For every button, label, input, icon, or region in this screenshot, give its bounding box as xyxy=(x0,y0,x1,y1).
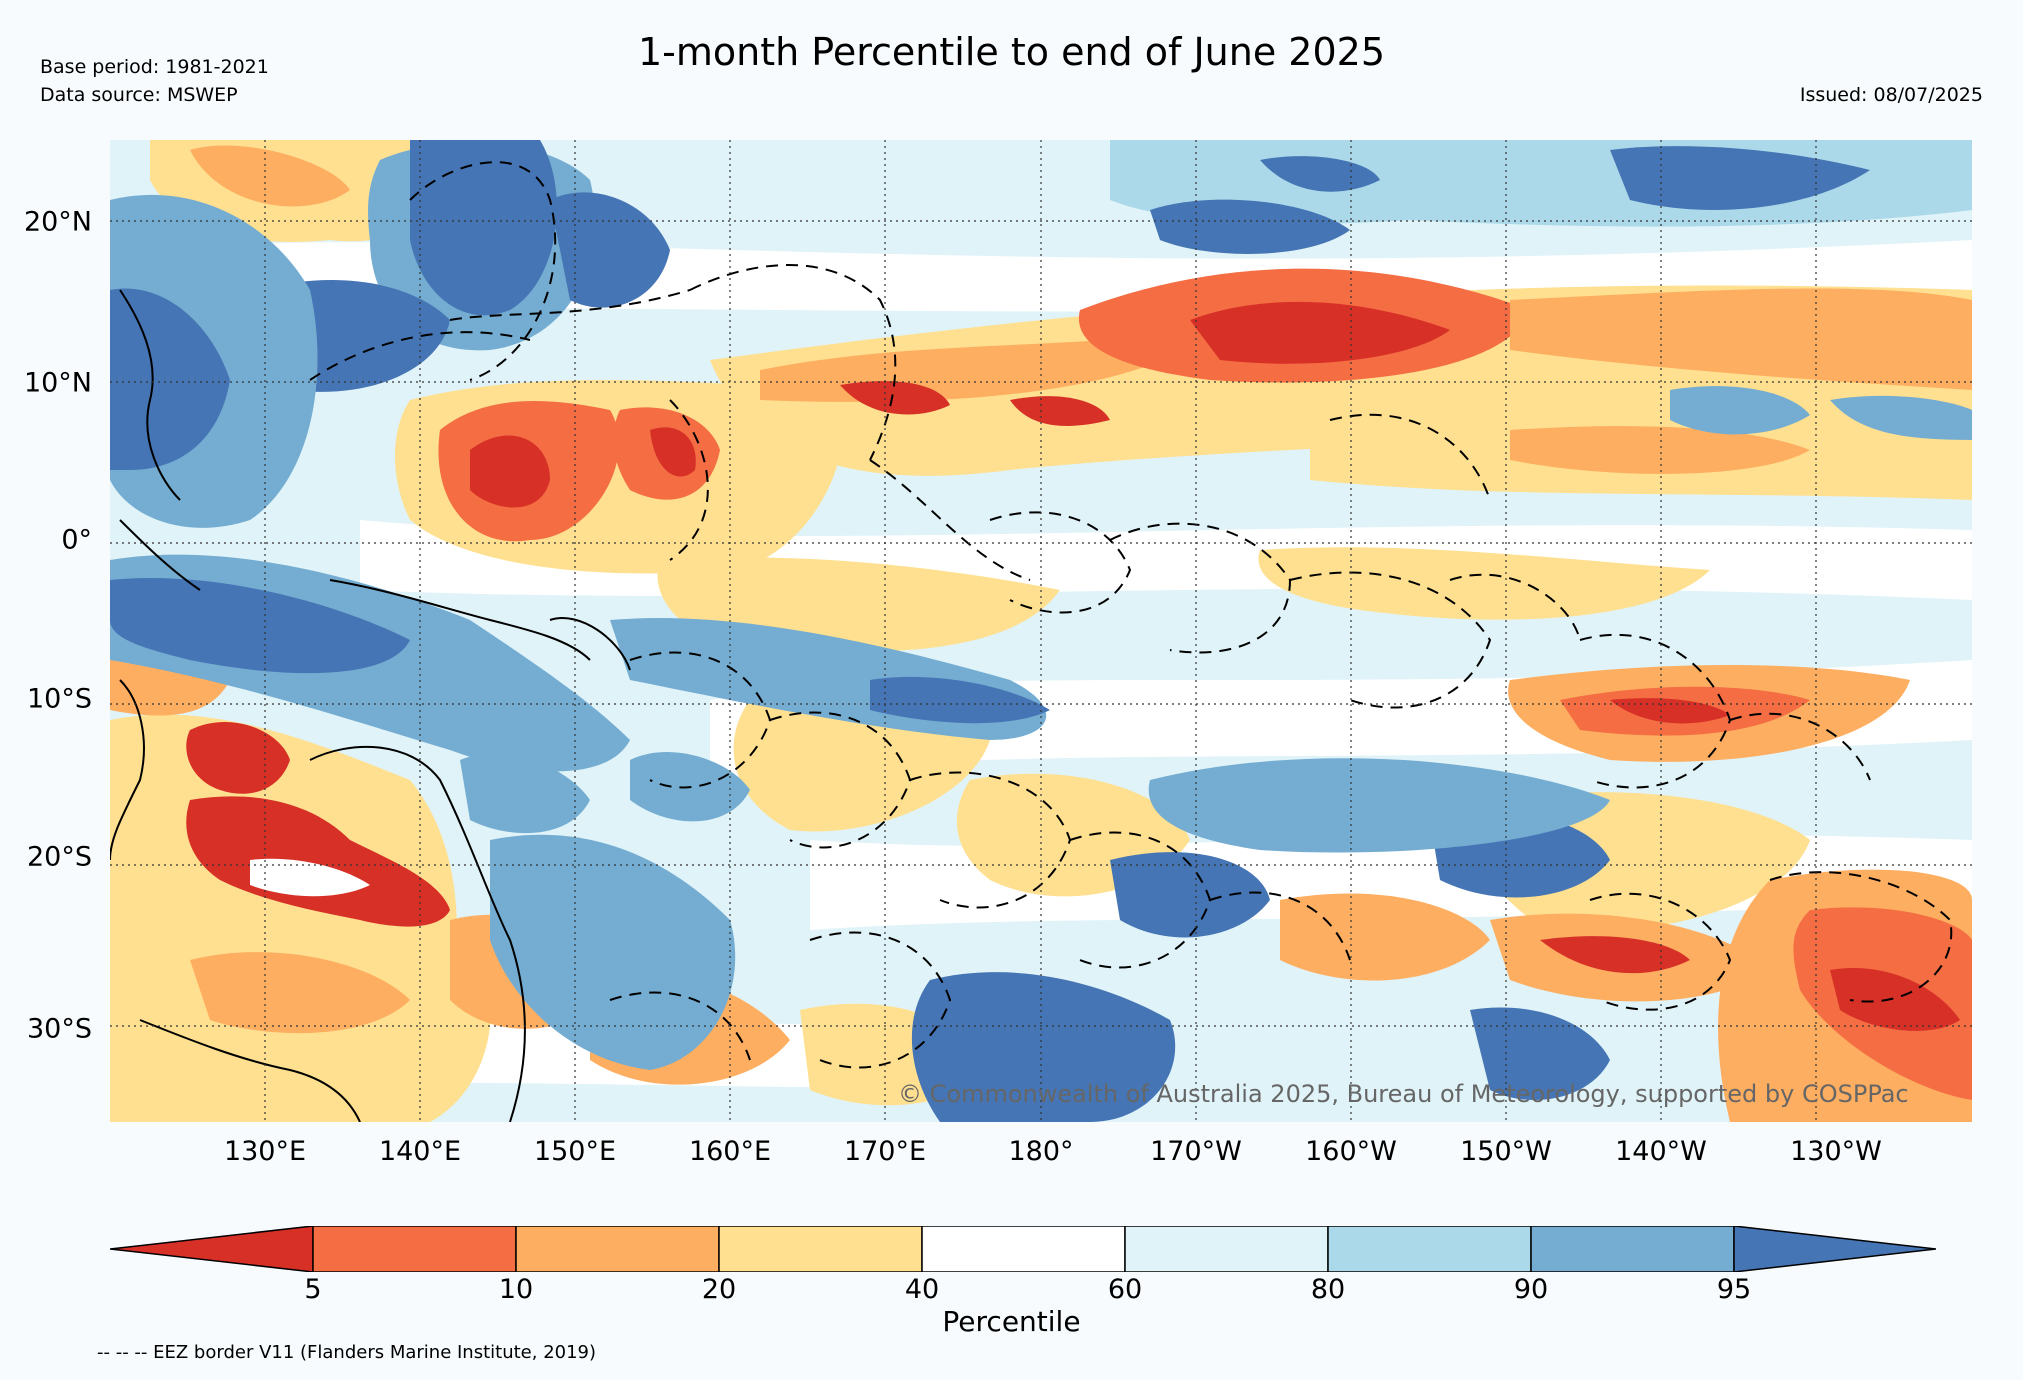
colorbar-tick-80: 80 xyxy=(1310,1274,1346,1305)
colorbar-tick-5: 5 xyxy=(304,1274,322,1305)
lon-label-130w: 130°W xyxy=(1790,1136,1882,1167)
data-source-text: Data source: MSWEP xyxy=(40,84,238,106)
copyright-notice: © Commonwealth of Australia 2025, Bureau… xyxy=(898,1080,1909,1108)
coastlines xyxy=(110,289,631,1122)
base-period-text: Base period: 1981-2021 xyxy=(40,56,269,78)
lat-label-0: 0° xyxy=(61,524,92,556)
colorbar-tick-90: 90 xyxy=(1513,1274,1549,1305)
colorbar-tick-95: 95 xyxy=(1716,1274,1752,1305)
colorbar-bin-80-90 xyxy=(1327,1226,1532,1272)
map-title: 1-month Percentile to end of June 2025 xyxy=(638,30,1385,74)
colorbar-label: Percentile xyxy=(942,1305,1081,1338)
colorbar-extend-low xyxy=(110,1226,314,1272)
lon-label-170e: 170°E xyxy=(843,1136,927,1167)
lon-label-160e: 160°E xyxy=(688,1136,772,1167)
lat-label-10n: 10°N xyxy=(23,367,92,399)
lon-label-140e: 140°E xyxy=(378,1136,462,1167)
colorbar-tick-20: 20 xyxy=(701,1274,737,1305)
colorbar-extend-high xyxy=(1733,1226,1936,1272)
graticule xyxy=(110,140,1972,1122)
colorbar-bin-40-60 xyxy=(921,1226,1126,1272)
colorbar-tick-10: 10 xyxy=(498,1274,534,1305)
lon-label-170w: 170°W xyxy=(1150,1136,1242,1167)
lat-label-20n: 20°N xyxy=(23,206,92,238)
lat-label-30s: 30°S xyxy=(27,1013,92,1045)
colorbar-bin-20-40 xyxy=(718,1226,923,1272)
colorbar-tick-40: 40 xyxy=(904,1274,940,1305)
colorbar-bin-90-95 xyxy=(1530,1226,1735,1272)
lon-label-150w: 150°W xyxy=(1460,1136,1552,1167)
colorbar-tick-60: 60 xyxy=(1107,1274,1143,1305)
issued-date-text: Issued: 08/07/2025 xyxy=(1799,84,1983,106)
colorbar-bin-10-20 xyxy=(515,1226,720,1272)
colorbar-bin-5-10 xyxy=(312,1226,517,1272)
lat-label-20s: 20°S xyxy=(27,841,92,873)
lon-label-180: 180° xyxy=(1008,1136,1074,1167)
lon-label-140w: 140°W xyxy=(1615,1136,1707,1167)
lon-label-150e: 150°E xyxy=(533,1136,617,1167)
percentile-map xyxy=(110,140,1972,1122)
percentile-colorbar xyxy=(110,1226,1936,1272)
lon-label-160w: 160°W xyxy=(1305,1136,1397,1167)
australia-dry-blocks xyxy=(186,721,450,927)
eez-border-note: -- -- -- EEZ border V11 (Flanders Marine… xyxy=(97,1342,597,1363)
colorbar-bin-60-80 xyxy=(1124,1226,1329,1272)
wet-anomaly-areas xyxy=(110,140,1972,1122)
eez-borders xyxy=(309,161,1953,1069)
lon-label-130e: 130°E xyxy=(223,1136,307,1167)
lat-label-10s: 10°S xyxy=(27,683,92,715)
